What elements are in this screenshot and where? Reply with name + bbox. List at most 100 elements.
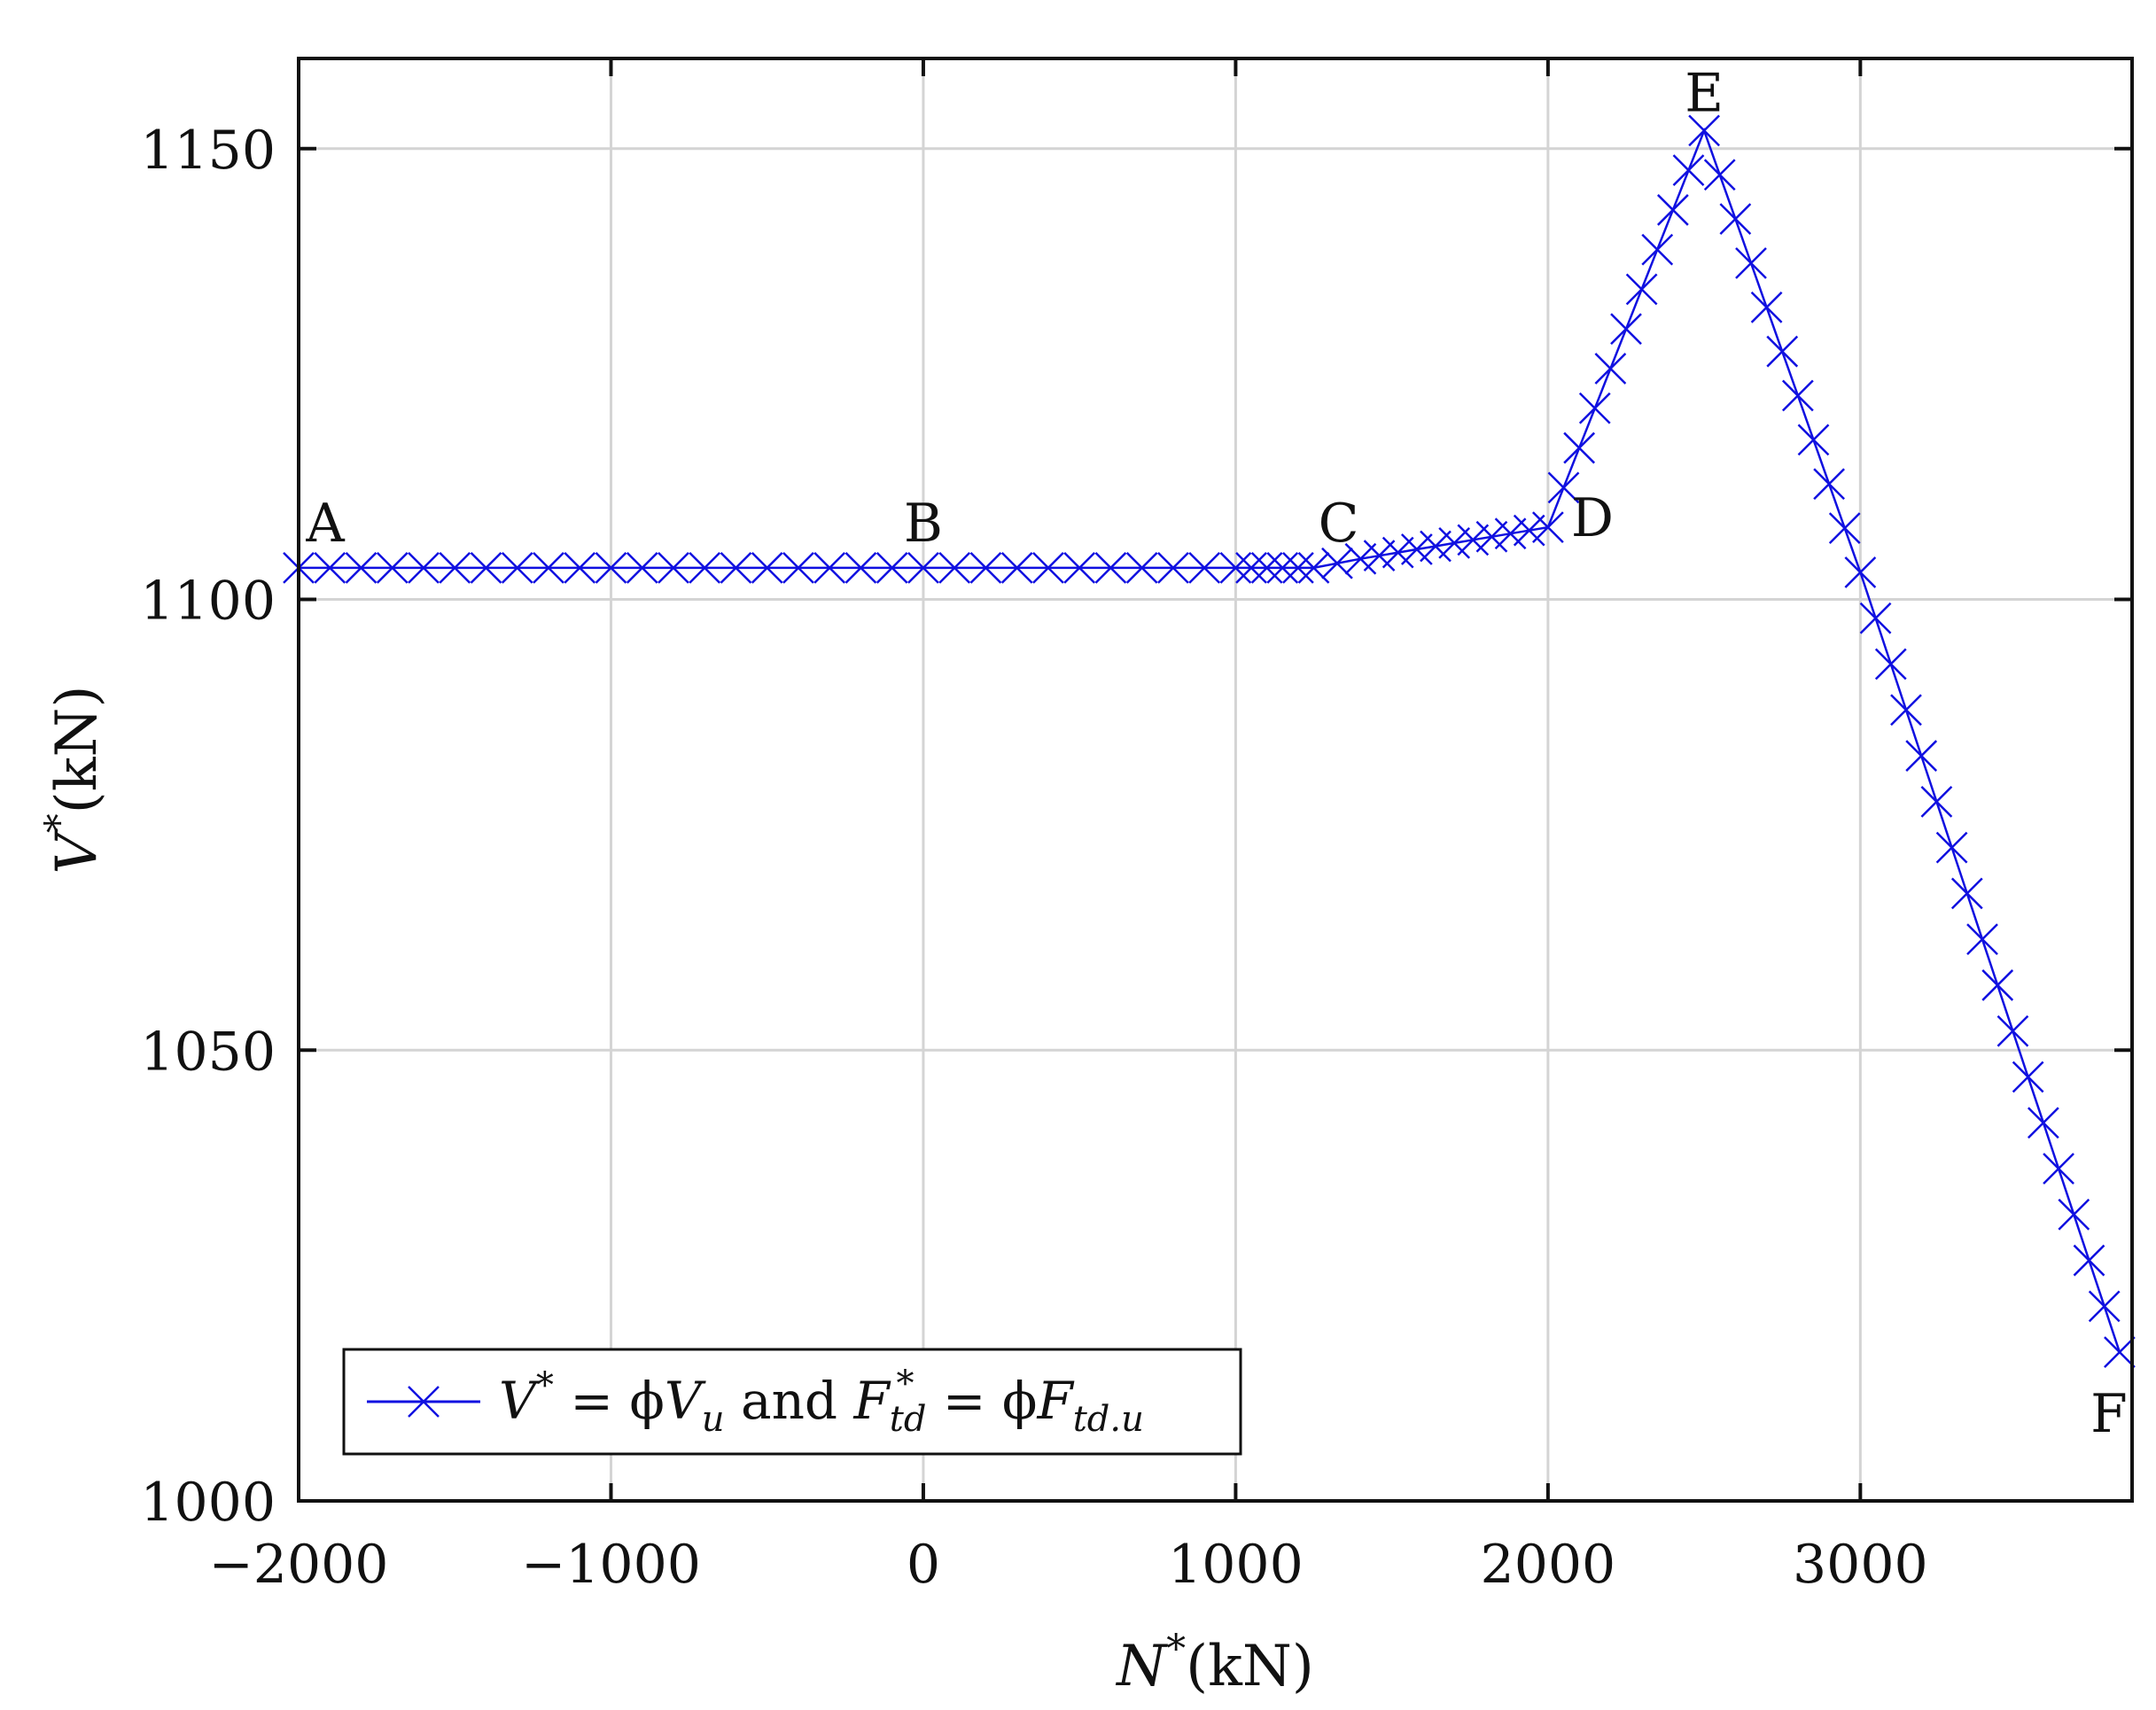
x-tick-label: −2000 [209,1534,389,1596]
data-point-marker [1125,552,1158,584]
data-point-marker [595,552,627,584]
data-point-marker [2027,1107,2059,1139]
data-point-marker [1494,517,1527,550]
legend-marker-path [408,1386,440,1418]
data-point-marker [1781,379,1814,412]
data-point-marker [844,552,877,584]
data-point-marker [1641,233,1674,266]
data-point-marker [1672,154,1705,187]
data-point-marker [1282,552,1314,584]
data-point-marker [1981,969,2014,1001]
data-point-marker [938,552,971,584]
x-axis-label: N*(kN) [1115,1627,1314,1699]
point-label-c: C [1319,493,1359,555]
data-point-marker [1688,114,1721,147]
data-point-marker [501,552,533,584]
data-point-marker [2104,1336,2136,1368]
series-polyline [299,127,2121,1353]
data-point-marker [658,552,689,584]
data-point-marker [376,552,409,584]
data-point-marker [720,552,752,584]
axis-ticks: −2000 −1000 0 1000 2000 3000 1000 1050 1100 1150 [140,58,2132,1596]
grid-lines [299,58,2132,1501]
data-point-marker [1513,514,1545,547]
x-tick-label: 3000 [1793,1534,1928,1596]
data-point-marker [1344,542,1377,575]
data-point-marker [1610,313,1642,346]
legend-marker-x [408,1386,440,1418]
data-point-marker [1625,273,1658,306]
data-point-marker [1438,527,1471,559]
data-point-marker [1032,552,1064,584]
point-labels: A B C D E F [305,62,2127,1445]
data-point-marker [876,552,908,584]
point-label-a: A [305,493,345,555]
data-point-marker [2058,1198,2090,1231]
data-point-marker [1859,602,1892,634]
y-tick-label: 1100 [140,571,276,633]
legend: V* = ϕVu and Ftd* = ϕFtd.u [342,1348,1242,1456]
data-point-marker [1563,431,1596,464]
legend-box [342,1348,1242,1456]
data-point-marker [1874,648,1907,680]
data-point-marker [1905,740,1938,772]
data-point-marker [1719,203,1752,235]
y-tick-label: 1150 [140,120,276,182]
point-label-e: E [1685,62,1724,124]
data-point-marker [2073,1244,2105,1277]
data-point-marker [1235,552,1267,584]
x-axis-label-var: N [1115,1634,1168,1699]
data-point-marker [1457,524,1490,556]
data-point-marker [1363,540,1396,572]
point-label-d: D [1571,487,1614,549]
data-point-marker [1844,556,1877,588]
data-point-marker [1890,694,1922,727]
data-point-marker [1094,552,1127,584]
y-axis-label-star: * [37,813,82,833]
data-point-marker [408,552,440,584]
data-point-marker [470,552,502,584]
data-point-marker [1382,536,1414,569]
data-point-marker [1996,1014,2029,1047]
y-tick-label: 1050 [140,1021,276,1083]
data-point-marker [1547,471,1580,504]
data-point-marker [1578,392,1611,424]
data-point-marker [1966,923,1998,956]
data-point-marker [2012,1061,2044,1093]
data-point-marker [1766,335,1799,368]
data-point-marker [2088,1290,2121,1323]
point-label-b: B [904,493,943,555]
data-point-marker [907,552,939,584]
point-label-f: F [2090,1383,2128,1445]
data-point-marker [1828,512,1861,545]
data-point-marker [1266,552,1299,584]
plot-frame [297,57,2134,1503]
data-point-marker [689,552,721,584]
x-axis-label-unit: (kN) [1186,1634,1314,1699]
data-point-marker [1703,159,1736,191]
data-point-marker [1813,468,1845,501]
data-point-marker [345,552,377,584]
x-tick-label: 2000 [1481,1534,1616,1596]
data-point-marker [1063,552,1096,584]
data-point-marker [2043,1153,2074,1185]
data-point-marker [1594,353,1627,385]
data-point-marker [1920,785,1953,818]
data-point-marker [1656,194,1689,226]
legend-entry: V* = ϕVu and Ftd* = ϕFtd.u [499,1364,1144,1440]
data-point-marker [813,552,846,584]
data-point-marker [1219,552,1252,584]
data-point-marker [1475,520,1508,553]
series-line [283,114,2136,1368]
data-point-marker [1797,424,1830,456]
x-tick-label: 1000 [1168,1534,1304,1596]
data-point-marker [564,552,596,584]
data-point-marker [1000,552,1033,584]
y-axis-label-var: V [44,828,110,874]
data-point-marker [1157,552,1189,584]
y-axis-label: V*(kN) [37,686,110,874]
data-point-marker [533,552,564,584]
data-point-marker [1400,533,1433,565]
data-point-marker [1750,291,1783,323]
